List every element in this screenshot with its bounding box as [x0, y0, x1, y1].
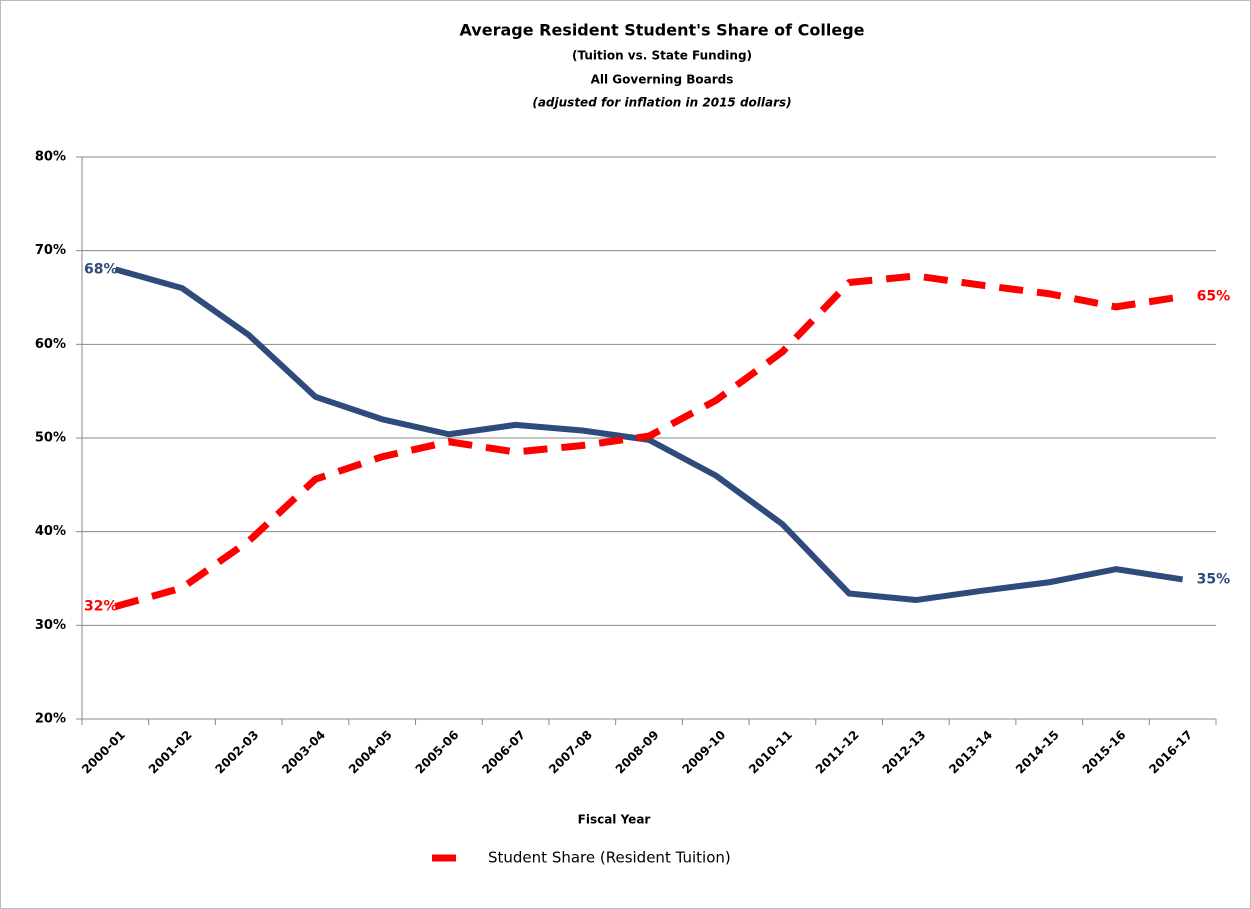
y-tick-label: 20% — [35, 712, 66, 727]
chart-note: (adjusted for inflation in 2015 dollars) — [532, 96, 791, 110]
y-tick-label: 50% — [35, 431, 66, 446]
y-tick-label: 60% — [35, 337, 66, 352]
data-label: 65% — [1197, 289, 1231, 305]
data-label: 68% — [84, 261, 118, 277]
y-tick-label: 40% — [35, 524, 66, 539]
chart-subtitle: All Governing Boards — [591, 73, 734, 87]
y-tick-label: 80% — [35, 150, 66, 165]
data-label: 35% — [1197, 571, 1231, 587]
legend-label: Student Share (Resident Tuition) — [488, 849, 731, 867]
x-axis-title: Fiscal Year — [578, 813, 651, 827]
chart-title: Average Resident Student's Share of Coll… — [459, 21, 864, 40]
series-line — [114, 272, 1184, 610]
series-line — [114, 266, 1184, 604]
data-label: 32% — [84, 599, 118, 615]
y-tick-label: 30% — [35, 618, 66, 633]
chart-subtitle: (Tuition vs. State Funding) — [572, 49, 752, 63]
y-tick-label: 70% — [35, 243, 66, 258]
